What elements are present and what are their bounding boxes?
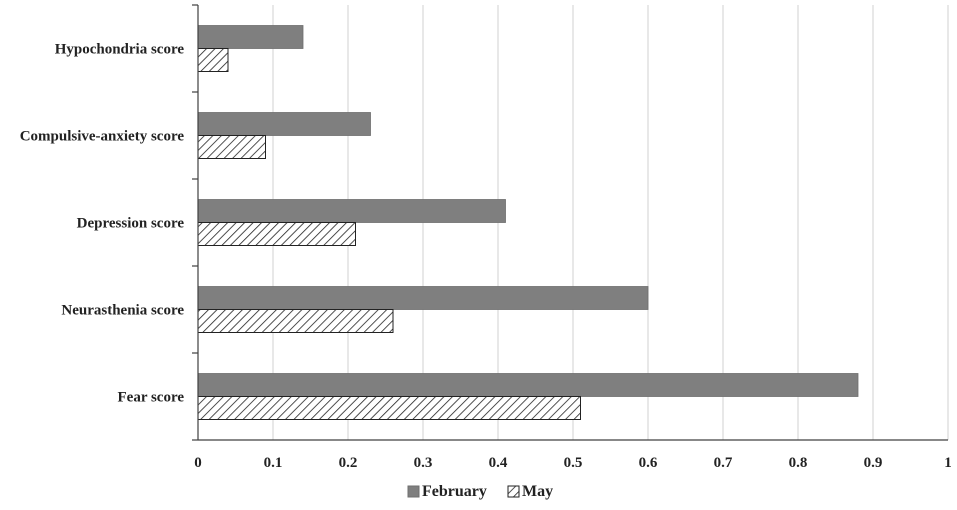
x-tick-label-0-7: 0.7 bbox=[714, 455, 733, 471]
x-tick-label-0-5: 0.5 bbox=[564, 455, 583, 471]
x-tick-label-0-8: 0.8 bbox=[789, 455, 808, 471]
bar-may-fear-score bbox=[197, 396, 581, 420]
bar-may-depression-score bbox=[197, 222, 356, 246]
x-tick-label-0-1: 0.1 bbox=[264, 455, 283, 471]
bar-may-compulsive-anxiety-score bbox=[197, 135, 266, 159]
category-label-depression-score: Depression score bbox=[77, 216, 185, 232]
gridlines bbox=[272, 5, 949, 440]
bar-february-fear-score bbox=[197, 373, 859, 397]
x-tick-label-0-6: 0.6 bbox=[639, 455, 658, 471]
x-tick-label-0-2: 0.2 bbox=[339, 455, 358, 471]
x-tick-label-1: 1 bbox=[944, 455, 952, 471]
axes bbox=[192, 4, 948, 441]
legend-label-may: May bbox=[522, 483, 553, 500]
bars bbox=[197, 25, 859, 420]
x-tick-label-0: 0 bbox=[194, 455, 202, 471]
bar-february-hypochondria-score bbox=[197, 25, 304, 49]
bar-may-hypochondria-score bbox=[197, 48, 229, 72]
category-label-hypochondria-score: Hypochondria score bbox=[55, 42, 185, 58]
x-tick-label-0-9: 0.9 bbox=[864, 455, 883, 471]
legend: February May bbox=[407, 483, 553, 500]
category-label-fear-score: Fear score bbox=[118, 390, 185, 406]
category-label-neurasthenia-score: Neurasthenia score bbox=[61, 303, 184, 319]
bar-february-neurasthenia-score bbox=[197, 286, 649, 310]
category-label-compulsive-anxiety-score: Compulsive-anxiety score bbox=[20, 129, 185, 145]
labels: 0 0.1 0.2 0.3 0.4 0.5 0.6 0.7 0.8 0.9 1 Hypochondri… bbox=[20, 42, 952, 472]
x-tick-label-0-4: 0.4 bbox=[489, 455, 508, 471]
legend-swatch-february bbox=[407, 485, 420, 498]
bar-february-depression-score bbox=[197, 199, 506, 223]
legend-label-february: February bbox=[422, 483, 487, 500]
legend-swatch-may bbox=[507, 485, 520, 498]
bar-february-compulsive-anxiety-score bbox=[197, 112, 371, 136]
x-tick-label-0-3: 0.3 bbox=[414, 455, 433, 471]
bar-may-neurasthenia-score bbox=[197, 309, 394, 333]
